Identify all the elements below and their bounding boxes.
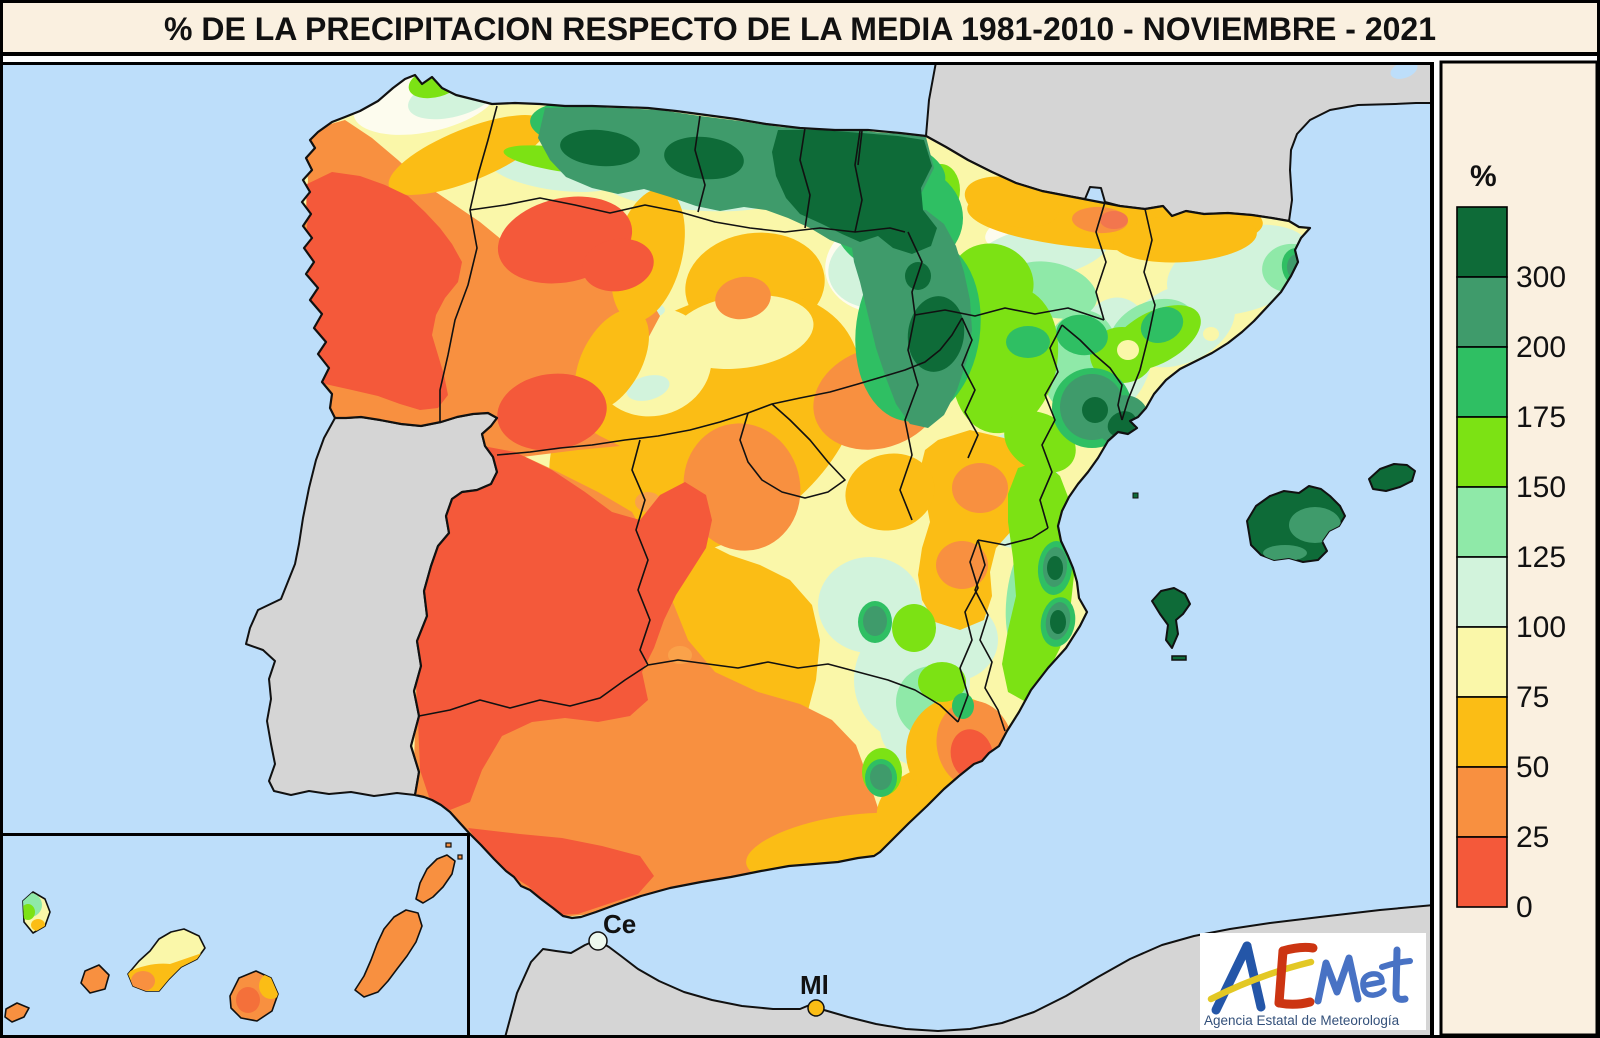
svg-text:75: 75 <box>1516 681 1549 714</box>
svg-text:125: 125 <box>1516 541 1566 574</box>
svg-text:Ce: Ce <box>603 909 636 939</box>
svg-text:% DE LA PRECIPITACION RESPECTO: % DE LA PRECIPITACION RESPECTO DE LA MED… <box>164 11 1436 47</box>
svg-text:150: 150 <box>1516 471 1566 504</box>
svg-text:Ml: Ml <box>800 970 829 1000</box>
svg-text:Agencia Estatal de Meteorologí: Agencia Estatal de Meteorología <box>1204 1013 1400 1028</box>
svg-text:50: 50 <box>1516 751 1549 784</box>
svg-text:%: % <box>1470 160 1497 193</box>
svg-text:200: 200 <box>1516 331 1566 364</box>
svg-text:175: 175 <box>1516 401 1566 434</box>
svg-text:25: 25 <box>1516 821 1549 854</box>
svg-text:0: 0 <box>1516 891 1533 924</box>
svg-text:100: 100 <box>1516 611 1566 644</box>
svg-text:300: 300 <box>1516 261 1566 294</box>
